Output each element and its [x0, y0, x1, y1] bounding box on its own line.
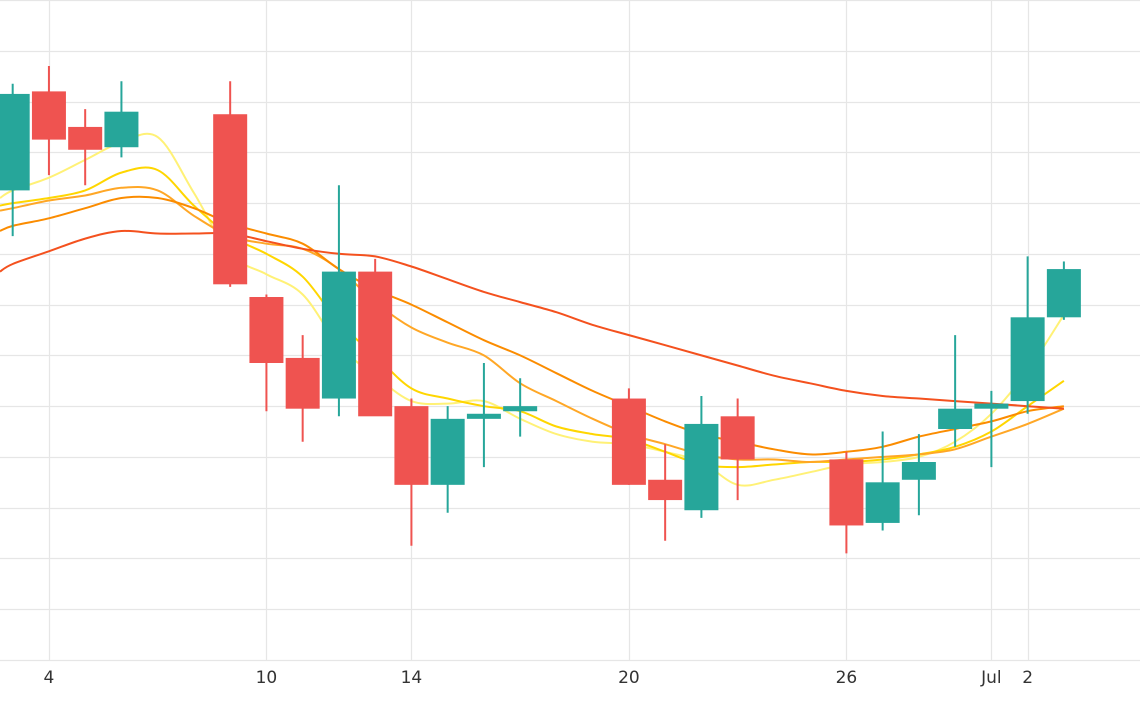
moving-average-line-2	[0, 166, 1065, 469]
candle-up[interactable]	[938, 335, 973, 447]
candle-down[interactable]	[285, 335, 320, 442]
x-tick-label: 10	[256, 668, 278, 688]
candle-body	[358, 271, 393, 417]
candle-up[interactable]	[865, 431, 900, 531]
candle-body	[394, 406, 429, 485]
candles	[0, 66, 1081, 554]
grid	[0, 0, 1140, 662]
candle-body	[974, 403, 1009, 409]
candle-body	[213, 114, 248, 285]
candle-body	[0, 93, 30, 191]
candle-body	[720, 416, 755, 460]
x-tick-label: 14	[401, 668, 423, 688]
candle-body	[249, 297, 284, 363]
candle-up[interactable]	[1010, 256, 1045, 414]
x-tick-label: 20	[618, 668, 640, 688]
x-axis: 4 10 14 20 26 Jul 2	[44, 668, 1034, 688]
candle-body	[503, 406, 538, 412]
moving-average-line-1	[0, 132, 1065, 487]
candle-body	[321, 271, 356, 399]
candle-body	[430, 418, 465, 485]
candle-body	[31, 91, 66, 140]
candle-body	[829, 459, 864, 526]
moving-average-lines	[0, 132, 1065, 487]
candle-body	[104, 111, 139, 148]
candle-up[interactable]	[466, 363, 501, 468]
candle-body	[938, 408, 973, 429]
candle-up[interactable]	[974, 390, 1009, 468]
candle-down[interactable]	[720, 398, 755, 501]
candle-down[interactable]	[68, 109, 103, 186]
candle-down[interactable]	[358, 258, 393, 417]
x-tick-label: 2	[1022, 668, 1033, 688]
candle-up[interactable]	[0, 83, 30, 237]
candle-down[interactable]	[648, 444, 683, 541]
candle-down[interactable]	[611, 388, 646, 485]
x-tick-label: 4	[44, 668, 55, 688]
candle-up[interactable]	[901, 434, 936, 516]
candle-down[interactable]	[829, 451, 864, 554]
candle-up[interactable]	[104, 81, 139, 158]
x-tick-label: Jul	[980, 668, 1002, 688]
candle-body	[648, 479, 683, 501]
candle-up[interactable]	[684, 396, 719, 518]
candle-body	[684, 423, 719, 511]
moving-average-line-3	[0, 186, 1065, 464]
candle-body	[466, 413, 501, 419]
candle-up[interactable]	[321, 185, 356, 417]
candle-body	[285, 357, 320, 409]
candle-body	[1046, 269, 1081, 318]
candle-down[interactable]	[249, 294, 284, 412]
candle-body	[1010, 317, 1045, 402]
candle-body	[865, 482, 900, 523]
moving-average-line-5	[0, 229, 1064, 410]
candle-body	[901, 462, 936, 480]
candle-body	[611, 398, 646, 485]
candle-body	[68, 126, 103, 150]
candle-down[interactable]	[213, 81, 248, 287]
candle-up[interactable]	[430, 406, 465, 513]
candle-up[interactable]	[503, 378, 538, 437]
candle-down[interactable]	[31, 66, 66, 176]
x-tick-label: 26	[836, 668, 858, 688]
candle-up[interactable]	[1046, 261, 1081, 320]
candle-down[interactable]	[394, 398, 429, 546]
